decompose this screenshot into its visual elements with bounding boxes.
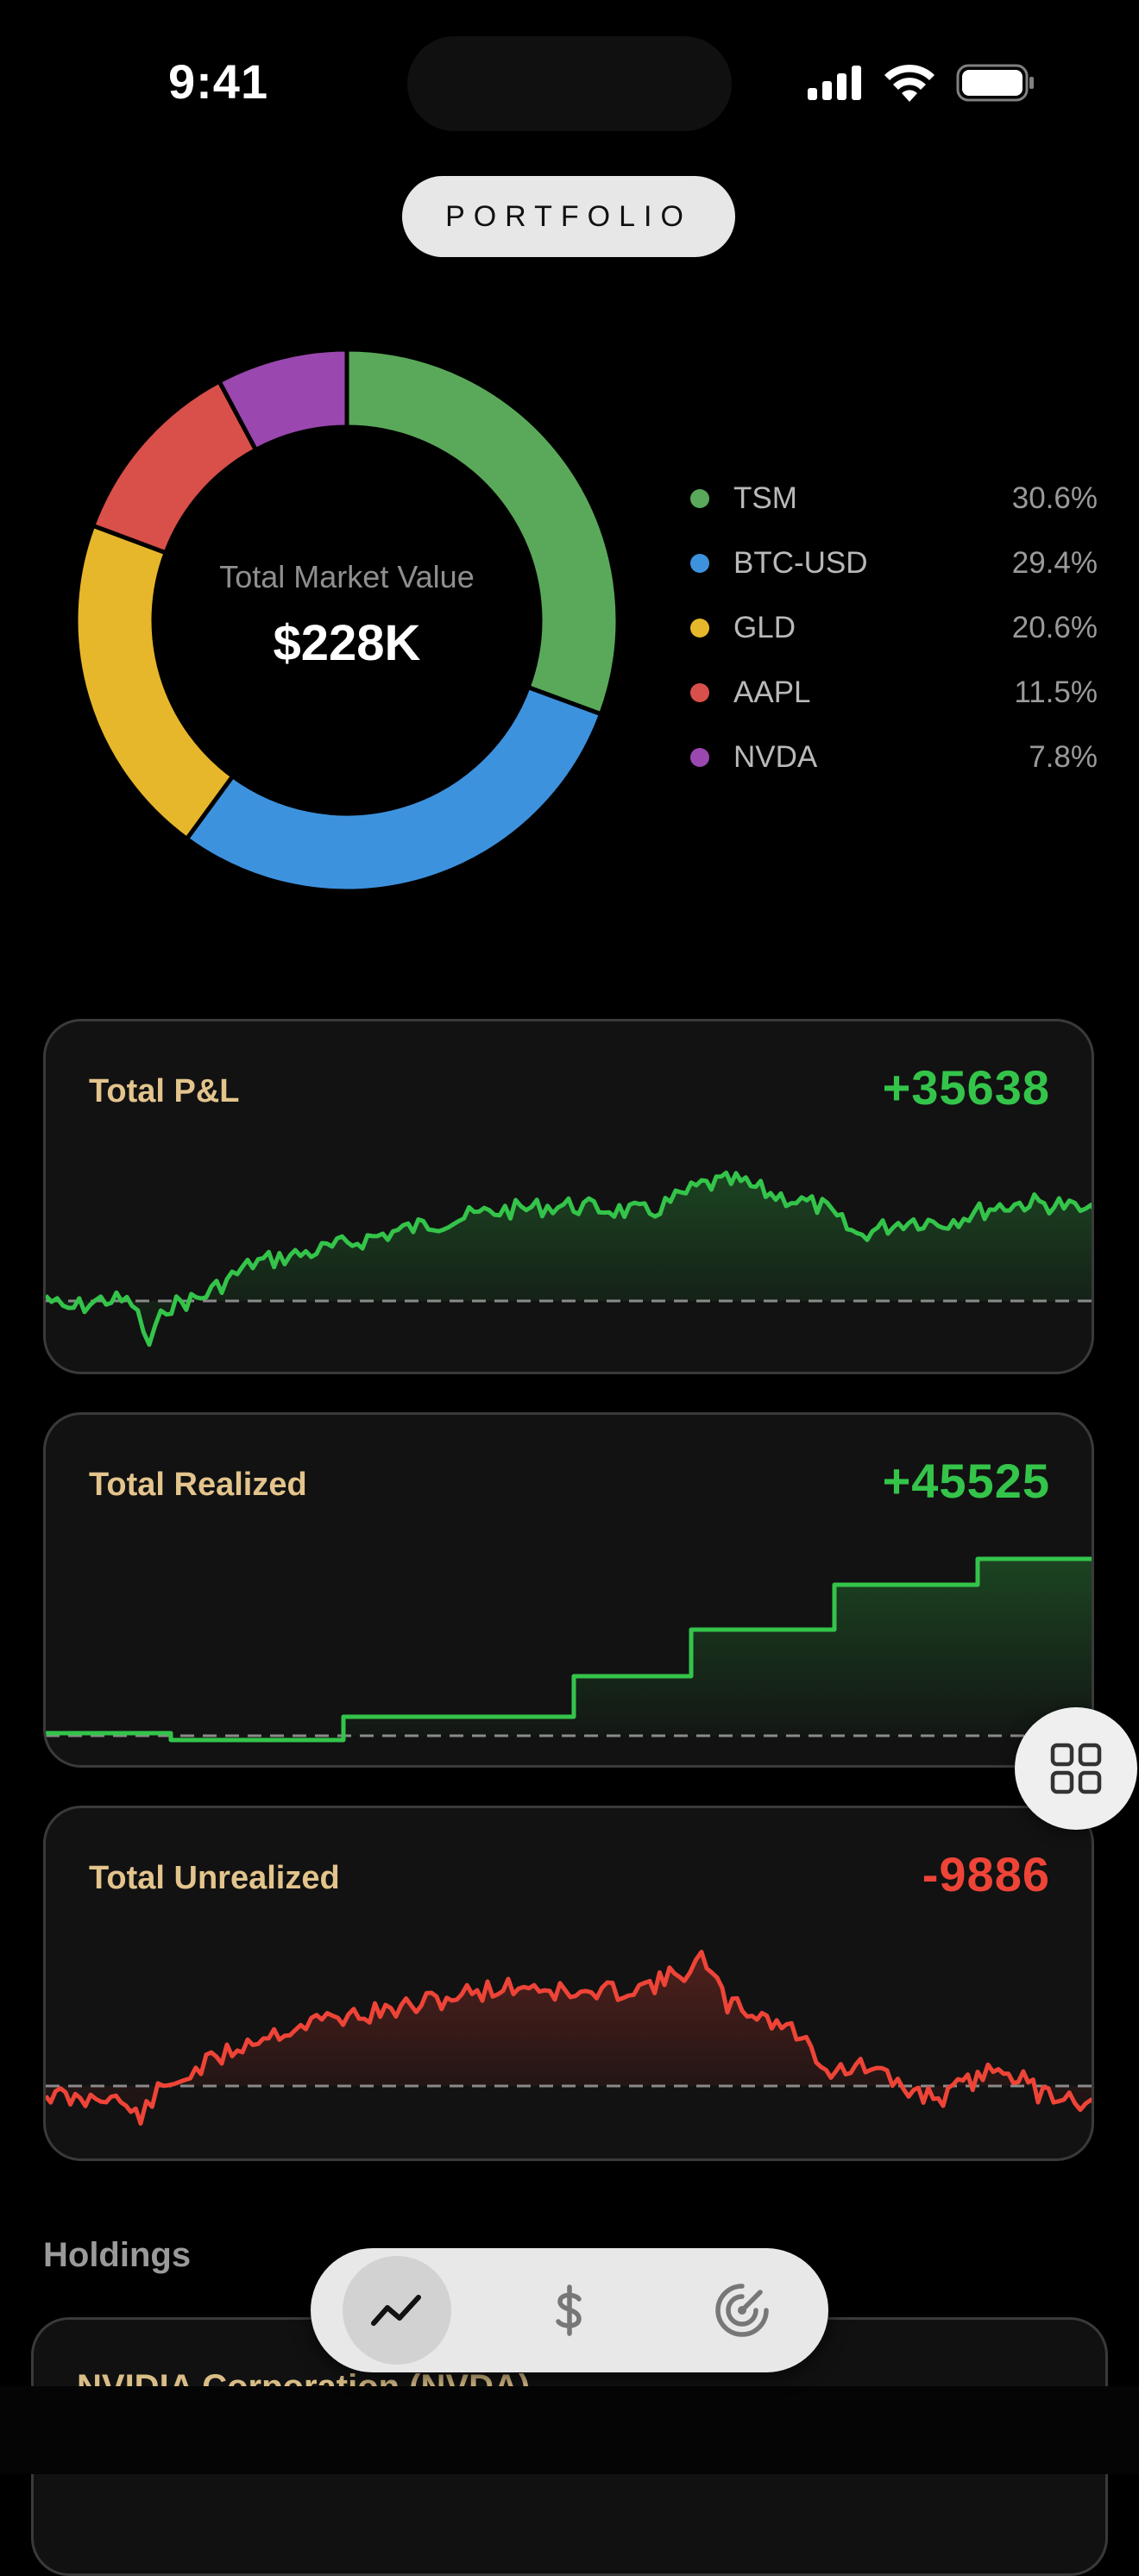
legend-name: GLD: [733, 610, 796, 644]
grid-view-button[interactable]: [1015, 1707, 1137, 1830]
legend-percent: 11.5%: [1014, 675, 1098, 709]
dollar-icon: [556, 2284, 582, 2336]
legend-item-aapl[interactable]: AAPL 11.5%: [690, 660, 1098, 725]
legend-name: NVDA: [733, 739, 818, 774]
status-time: 9:41: [168, 54, 269, 109]
card-value: +35638: [882, 1060, 1050, 1115]
cellular-signal-icon: [808, 66, 861, 100]
allocation-legend: TSM 30.6% BTC-USD 29.4% GLD 20.6% AAPL 1…: [690, 466, 1098, 789]
card-value: +45525: [882, 1454, 1050, 1508]
card-title: Total Unrealized: [89, 1860, 340, 1896]
wifi-icon: [884, 64, 934, 102]
legend-dot: [690, 747, 709, 767]
chart-area-fill: [46, 1559, 1092, 1740]
portfolio-title-pill[interactable]: PORTFOLIO: [402, 176, 735, 257]
dynamic-island: [407, 36, 732, 131]
legend-name: TSM: [733, 481, 797, 515]
unrealized-sparkline: [46, 1950, 1092, 2126]
status-icons: [806, 62, 1035, 104]
bottom-safe-area: [0, 2386, 1139, 2474]
chart-area-fill: [46, 1951, 1092, 2124]
total-pnl-card[interactable]: Total P&L +35638: [43, 1019, 1094, 1374]
tab-radar[interactable]: [688, 2256, 796, 2365]
legend-name: AAPL: [733, 675, 811, 709]
realized-step-chart: [46, 1556, 1092, 1743]
legend-percent: 7.8%: [1029, 739, 1098, 774]
battery-icon: [956, 64, 1034, 102]
chart-line-icon: [371, 2295, 421, 2326]
legend-percent: 29.4%: [1011, 545, 1098, 580]
allocation-donut-chart[interactable]: [74, 348, 620, 893]
donut-slice-nvda[interactable]: [216, 348, 349, 453]
legend-dot: [690, 682, 709, 702]
tab-performance[interactable]: [343, 2256, 451, 2365]
radar-icon: [715, 2284, 769, 2337]
donut-center-label: Total Market Value: [219, 559, 475, 594]
pnl-sparkline: [46, 1170, 1092, 1348]
tab-cash[interactable]: [515, 2256, 624, 2365]
donut-slice-tsm[interactable]: [344, 348, 620, 717]
legend-dot: [690, 488, 709, 508]
total-realized-card[interactable]: Total Realized +45525: [43, 1412, 1094, 1768]
chart-line: [46, 1556, 1092, 1743]
grid-icon: [1050, 1743, 1102, 1794]
legend-item-gld[interactable]: GLD 20.6%: [690, 595, 1098, 660]
card-value: -9886: [922, 1847, 1050, 1901]
total-unrealized-card[interactable]: Total Unrealized -9886: [43, 1806, 1094, 2161]
holdings-heading: Holdings: [43, 2236, 192, 2274]
chart-area-fill: [46, 1172, 1092, 1345]
card-title: Total Realized: [89, 1467, 307, 1503]
legend-item-tsm[interactable]: TSM 30.6%: [690, 466, 1098, 531]
legend-percent: 20.6%: [1011, 610, 1098, 644]
legend-name: BTC-USD: [733, 545, 868, 580]
legend-percent: 30.6%: [1011, 481, 1098, 515]
donut-slice-btc-usd[interactable]: [183, 684, 604, 893]
legend-dot: [690, 618, 709, 638]
card-title: Total P&L: [89, 1073, 240, 1109]
donut-center-value: $228K: [273, 615, 421, 671]
bottom-tab-bar: [311, 2248, 828, 2372]
chart-line: [46, 1950, 1092, 2126]
chart-line: [46, 1170, 1092, 1348]
legend-dot: [690, 553, 709, 573]
legend-item-btc-usd[interactable]: BTC-USD 29.4%: [690, 531, 1098, 595]
legend-item-nvda[interactable]: NVDA 7.8%: [690, 725, 1098, 789]
